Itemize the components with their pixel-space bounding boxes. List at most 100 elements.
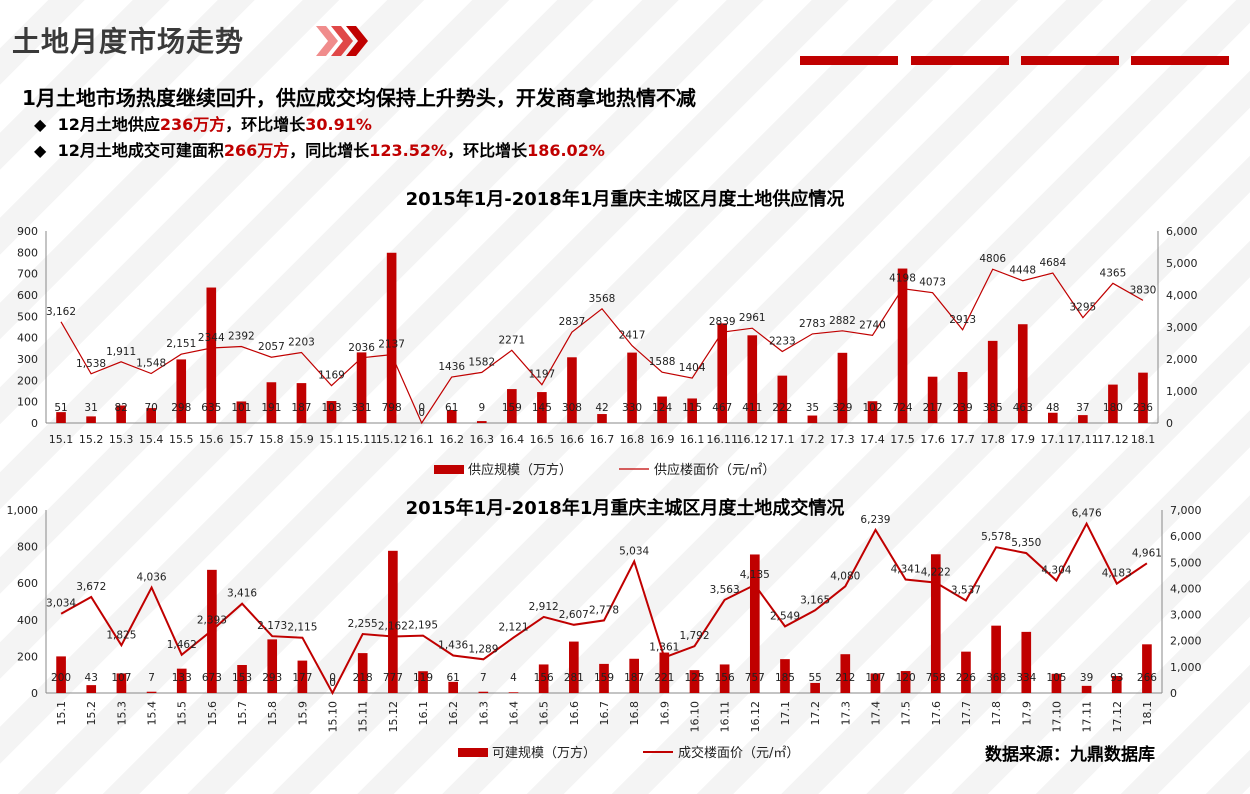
supply-x-tick-label: 17.7	[950, 433, 975, 446]
supply-bar-label: 467	[712, 402, 732, 414]
deal-line-label: 4,183	[1102, 568, 1132, 580]
supply-bar-label: 385	[983, 402, 1003, 414]
deal-price-line	[60, 521, 1148, 696]
deal-y2-tick-label: 5,000	[1170, 556, 1202, 569]
deal-bar	[900, 671, 911, 693]
supply-x-tick-label: 15.7	[229, 433, 254, 446]
deal-x-tick-label: 16.2	[447, 701, 460, 726]
deal-x-tick-label: 16.7	[598, 701, 611, 726]
deal-bar	[146, 691, 157, 693]
deal-x-tick-label: 16.4	[508, 701, 521, 726]
deal-x-tick-label: 15.4	[146, 701, 159, 726]
supply-bar-label: 217	[923, 402, 943, 414]
supply-bar	[1017, 324, 1028, 423]
supply-chart-title: 2015年1月-2018年1月重庆主城区月度土地供应情况	[405, 189, 845, 210]
supply-x-tick-label: 16.3	[470, 433, 495, 446]
deal-y-tick-label: 200	[17, 650, 38, 663]
deal-line-label: 3,672	[76, 581, 106, 593]
supply-line-label: 4448	[1009, 265, 1036, 277]
supply-bar	[897, 268, 908, 423]
deal-y-tick-label: 600	[17, 577, 38, 590]
supply-legend-line-label: 供应楼面价（元/㎡）	[654, 462, 775, 478]
deal-y-tick-label: 400	[17, 614, 38, 627]
deal-x-tick-label: 18.1	[1141, 701, 1154, 726]
supply-bar-label: 37	[1076, 402, 1089, 414]
supply-bar	[717, 323, 728, 423]
supply-bar-label: 48	[1046, 402, 1059, 414]
deal-bar-label: 334	[1016, 672, 1036, 684]
deal-line-label: 4,961	[1132, 547, 1162, 559]
supply-y-tick-label: 800	[17, 246, 38, 259]
deal-bar-label: 212	[835, 672, 855, 684]
deal-x-tick-label: 15.1	[55, 701, 68, 726]
supply-x-tick-label: 17.12	[1097, 433, 1129, 446]
supply-x-tick-label: 17.9	[1011, 433, 1036, 446]
deal-bar	[599, 663, 609, 693]
deal-bar-label: 120	[896, 672, 916, 684]
deal-x-tick-label: 16.5	[538, 701, 551, 726]
supply-line-label: 3830	[1130, 284, 1157, 296]
supply-x-tick-label: 16.1	[680, 433, 705, 446]
supply-x-tick-label: 17.8	[980, 433, 1005, 446]
supply-x-tick-label: 17.6	[920, 433, 945, 446]
deal-line-label: 3,563	[710, 584, 740, 596]
supply-bar-label: 0	[418, 402, 425, 414]
deal-bar-label: 673	[202, 672, 222, 684]
deal-bar	[418, 671, 428, 693]
deal-bar	[1142, 644, 1152, 693]
deal-line-label: 3,416	[227, 588, 257, 600]
deal-y2-tick-label: 3,000	[1170, 609, 1202, 622]
supply-bar	[356, 352, 367, 423]
deal-bar-label: 281	[564, 672, 584, 684]
supply-bar	[657, 396, 667, 423]
supply-x-tick-label: 15.8	[259, 433, 284, 446]
supply-bar	[296, 383, 307, 423]
supply-bar	[837, 352, 848, 423]
deal-line-label: 2,255	[348, 618, 378, 630]
supply-bar-label: 61	[445, 402, 458, 414]
deal-x-tick-label: 15.12	[387, 701, 400, 733]
deal-line-label: 3,165	[800, 594, 830, 606]
deal-bar-label: 758	[926, 672, 946, 684]
deal-bar	[930, 554, 941, 693]
supply-line-label: 2271	[498, 334, 525, 346]
deal-y2-tick-label: 4,000	[1170, 582, 1202, 595]
deal-bar	[629, 658, 639, 693]
deal-x-tick-label: 15.3	[115, 701, 128, 726]
supply-line-label: 2882	[829, 315, 856, 327]
deal-bar-label: 107	[111, 672, 131, 684]
supply-bar	[627, 352, 637, 423]
supply-bar	[1108, 384, 1118, 423]
deal-line-label: 5,578	[981, 531, 1011, 543]
supply-bar-label: 191	[261, 402, 281, 414]
deal-x-tick-label: 17.10	[1050, 701, 1063, 733]
supply-line-label: 2783	[799, 318, 826, 330]
supply-bar	[777, 375, 788, 423]
supply-x-tick-label: 16.12	[737, 433, 769, 446]
supply-bar-label: 82	[114, 402, 127, 414]
deal-line-label: 4,036	[137, 571, 167, 583]
supply-line-label: 4365	[1100, 267, 1127, 279]
supply-line-label: 1436	[438, 361, 465, 373]
deal-bar	[840, 654, 851, 693]
deal-bar-label: 156	[715, 672, 735, 684]
supply-x-tick-label: 16.1	[409, 433, 434, 446]
supply-x-tick-label: 15.4	[139, 433, 164, 446]
deal-x-tick-label: 15.9	[296, 701, 309, 726]
supply-legend-bar-swatch	[434, 465, 464, 474]
supply-line-label: 2137	[378, 339, 405, 351]
supply-x-tick-label: 16.7	[590, 433, 615, 446]
deal-bar	[237, 665, 247, 693]
deal-line-label: 3,537	[951, 585, 981, 597]
supply-y2-tick-label: 6,000	[1166, 225, 1198, 238]
deal-bar	[689, 670, 700, 693]
supply-bar-label: 115	[682, 402, 702, 414]
supply-line-label: 1588	[649, 356, 676, 368]
supply-bar	[537, 392, 547, 423]
supply-bar	[86, 416, 96, 423]
deal-bar	[508, 692, 519, 693]
supply-line-label: 2344	[198, 332, 225, 344]
deal-line-label: 2,912	[529, 601, 559, 613]
supply-y2-tick-label: 2,000	[1166, 353, 1198, 366]
supply-y-tick-label: 200	[17, 374, 38, 387]
